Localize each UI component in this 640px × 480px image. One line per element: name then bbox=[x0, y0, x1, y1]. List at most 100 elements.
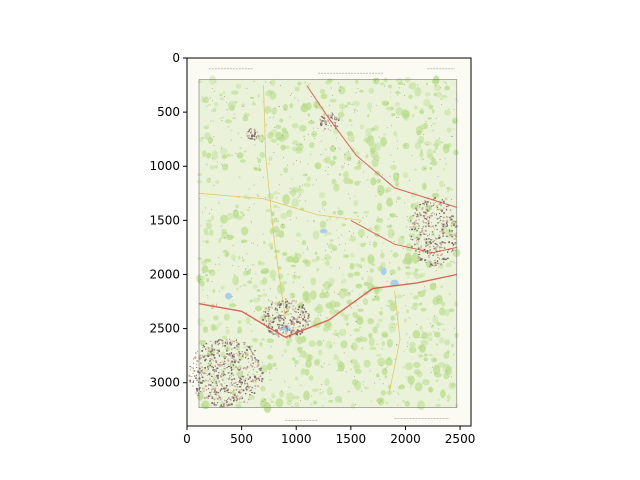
vegetation-patch bbox=[232, 275, 239, 286]
settlement-dot bbox=[238, 398, 240, 401]
vegetation-patch bbox=[270, 138, 278, 143]
settlement-dot bbox=[267, 328, 269, 330]
settlement-dot bbox=[298, 315, 300, 317]
settlement-dot bbox=[359, 180, 361, 182]
settlement-dot bbox=[236, 368, 238, 370]
settlement-dot bbox=[277, 333, 279, 336]
settlement-dot bbox=[248, 386, 251, 388]
settlement-dot bbox=[292, 318, 294, 321]
settlement-dot bbox=[450, 135, 452, 137]
settlement-dot bbox=[196, 351, 199, 353]
settlement-dot bbox=[449, 234, 451, 237]
settlement-dot bbox=[228, 376, 231, 379]
settlement-dot bbox=[252, 242, 254, 244]
settlement-dot bbox=[214, 263, 216, 265]
settlement-dot bbox=[451, 236, 453, 238]
vegetation-patch bbox=[439, 208, 442, 210]
settlement-dot bbox=[431, 264, 434, 266]
settlement-dot bbox=[452, 215, 454, 218]
vegetation-patch bbox=[348, 118, 351, 122]
settlement-dot bbox=[320, 115, 322, 117]
settlement-dot bbox=[425, 233, 427, 235]
settlement-dot bbox=[279, 317, 282, 319]
vegetation-patch bbox=[337, 209, 344, 216]
settlement-dot bbox=[420, 234, 422, 237]
vegetation-patch bbox=[308, 340, 316, 347]
vegetation-patch bbox=[201, 260, 208, 266]
vegetation-patch bbox=[222, 163, 229, 171]
settlement-dot bbox=[255, 378, 258, 380]
settlement-dot bbox=[247, 398, 250, 401]
settlement-dot bbox=[332, 121, 334, 123]
settlement-dot bbox=[202, 356, 205, 358]
settlement-dot bbox=[426, 205, 428, 207]
settlement-dot bbox=[200, 370, 203, 372]
vegetation-patch bbox=[296, 346, 303, 352]
settlement-dot bbox=[241, 375, 244, 378]
settlement-dot bbox=[310, 403, 312, 405]
vegetation-patch bbox=[428, 353, 433, 357]
vegetation-patch bbox=[237, 326, 243, 334]
vegetation-patch bbox=[434, 146, 439, 150]
vegetation-patch bbox=[443, 168, 446, 171]
vegetation-patch bbox=[310, 277, 317, 286]
settlement-dot bbox=[285, 304, 288, 307]
settlement-dot bbox=[396, 117, 398, 118]
settlement-dot bbox=[257, 135, 259, 137]
settlement-dot bbox=[257, 363, 260, 366]
settlement-dot bbox=[294, 272, 296, 274]
vegetation-patch bbox=[392, 323, 396, 326]
settlement-dot bbox=[193, 370, 196, 373]
settlement-dot bbox=[218, 396, 221, 398]
settlement-dot bbox=[307, 323, 309, 326]
vegetation-patch bbox=[356, 160, 363, 166]
vegetation-patch bbox=[251, 263, 254, 266]
settlement-dot bbox=[339, 148, 341, 150]
settlement-dot bbox=[428, 206, 430, 208]
vegetation-patch bbox=[429, 167, 433, 170]
settlement-dot bbox=[432, 157, 434, 159]
vegetation-patch bbox=[419, 325, 423, 331]
y-tick-label: 0 bbox=[172, 51, 180, 65]
vegetation-patch bbox=[235, 205, 239, 209]
settlement-dot bbox=[220, 373, 223, 375]
vegetation-patch bbox=[270, 79, 276, 86]
settlement-dot bbox=[249, 268, 251, 270]
settlement-dot bbox=[429, 249, 431, 251]
vegetation-patch bbox=[357, 228, 365, 238]
vegetation-patch bbox=[417, 400, 425, 411]
settlement-dot bbox=[319, 211, 321, 212]
vegetation-patch bbox=[413, 361, 421, 369]
settlement-dot bbox=[282, 135, 283, 137]
settlement-dot bbox=[211, 88, 213, 89]
settlement-dot bbox=[454, 221, 457, 223]
vegetation-patch bbox=[303, 182, 311, 188]
vegetation-patch bbox=[261, 338, 265, 341]
settlement-dot bbox=[436, 205, 438, 207]
settlement-dot bbox=[361, 236, 362, 238]
settlement-dot bbox=[250, 130, 253, 133]
settlement-dot bbox=[298, 326, 300, 328]
vegetation-patch bbox=[420, 307, 427, 312]
settlement-dot bbox=[307, 220, 309, 222]
settlement-dot bbox=[230, 403, 233, 405]
settlement-dot bbox=[248, 129, 250, 132]
vegetation-patch bbox=[324, 156, 331, 164]
vegetation-patch bbox=[260, 364, 268, 373]
vegetation-patch bbox=[315, 306, 321, 310]
settlement-dot bbox=[285, 330, 286, 333]
settlement-dot bbox=[327, 174, 329, 175]
vegetation-patch bbox=[371, 158, 379, 168]
settlement-dot bbox=[417, 223, 420, 225]
settlement-dot bbox=[244, 379, 247, 382]
settlement-dot bbox=[435, 264, 437, 267]
vegetation-patch bbox=[389, 96, 392, 98]
settlement-dot bbox=[440, 246, 443, 249]
vegetation-patch bbox=[279, 118, 284, 123]
settlement-dot bbox=[417, 238, 419, 241]
settlement-dot bbox=[327, 119, 329, 122]
vegetation-patch bbox=[442, 363, 451, 374]
settlement-dot bbox=[292, 323, 295, 325]
settlement-dot bbox=[217, 349, 220, 352]
settlement-dot bbox=[227, 365, 230, 368]
